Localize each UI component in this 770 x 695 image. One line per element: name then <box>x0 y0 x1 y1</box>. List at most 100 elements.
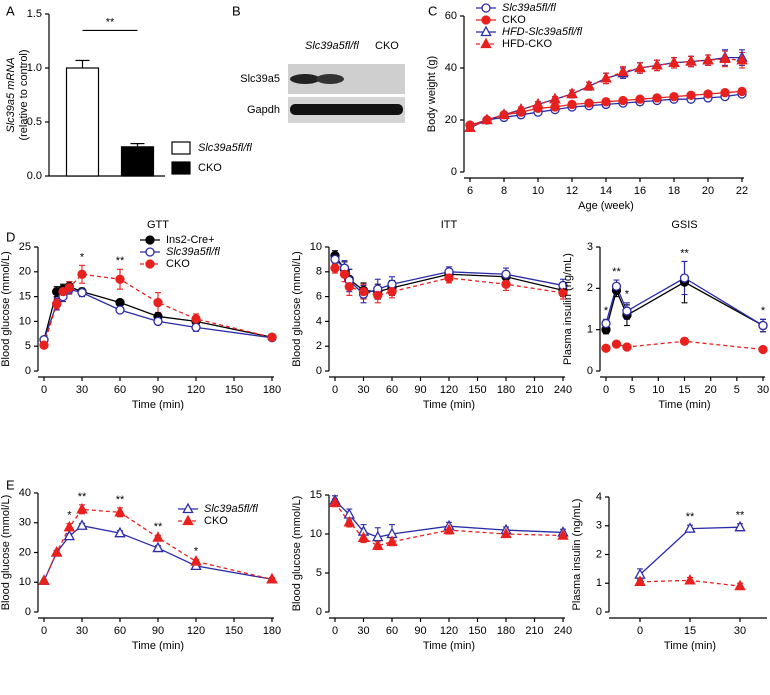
blot-row-label: Slc39a5 <box>240 73 280 85</box>
data-point <box>618 95 628 106</box>
legend-swatch <box>171 141 191 155</box>
y-tick-label: 4 <box>316 315 322 327</box>
x-tick-label: 5 <box>734 384 740 396</box>
bar <box>65 67 100 177</box>
significance-label: * <box>194 546 199 558</box>
data-point <box>64 283 74 293</box>
legend-marker <box>182 514 194 526</box>
panel-label: E <box>6 477 15 492</box>
chart: 0 20 40 60 6 8 10 12 14 16 18 20 22 Age (week) Body we… <box>426 2 748 212</box>
y-tick-label: 2 <box>596 548 602 560</box>
x-tick-label: 60 <box>386 625 398 637</box>
y-tick-label: 0.5 <box>27 116 42 128</box>
data-point <box>77 269 87 279</box>
data-point <box>500 527 512 539</box>
data-point <box>343 515 355 527</box>
x-tick-label: 120 <box>440 625 458 637</box>
y-tick-label: 60 <box>445 10 457 22</box>
y-tick-label: 10 <box>19 576 31 588</box>
blot-band <box>316 74 344 84</box>
legend-label: Slc39a5fl/fl <box>502 2 556 14</box>
data-point <box>557 529 569 540</box>
x-tick-label: 120 <box>440 384 458 396</box>
y-axis-label: Plasma insulin (ng/mL) <box>562 253 574 365</box>
y-tick-label: 0 <box>25 365 31 377</box>
y-tick-label: 10 <box>310 241 322 253</box>
blot-band <box>290 74 320 84</box>
y-axis-label: Plasma insulin (ng/mL) <box>571 499 583 611</box>
significance-label: ** <box>686 511 695 523</box>
bar <box>120 146 155 177</box>
x-axis-label: Time (min) <box>664 640 716 652</box>
x-tick-label: 30 <box>357 625 369 637</box>
blot-column-label: Slc39a5fl/fl <box>305 40 359 52</box>
x-tick-label: 20 <box>702 185 714 197</box>
data-point <box>266 572 278 584</box>
y-axis-label: Blood glucose (mmol/L) <box>0 251 12 367</box>
data-point <box>736 53 748 65</box>
data-point <box>622 342 632 352</box>
x-tick-label: 8 <box>501 185 507 197</box>
data-point <box>679 273 690 283</box>
legend-marker <box>481 3 491 13</box>
data-point <box>50 546 63 557</box>
chart: 0 2 4 6 8 10 0 30 60 90 120 150 180 210 240 ITT Time (mi… <box>291 219 572 411</box>
legend-label: Slc39a5fl/fl <box>166 246 220 258</box>
data-point <box>152 541 164 553</box>
data-point <box>76 502 88 514</box>
y-tick-label: 1.5 <box>27 8 42 20</box>
x-axis-label: Time (min) <box>423 640 475 652</box>
x-tick-label: 120 <box>187 625 205 637</box>
x-tick-label: 0 <box>41 384 47 396</box>
y-tick-label: 0 <box>316 365 322 377</box>
x-tick-label: 60 <box>114 625 126 637</box>
data-point <box>734 579 746 591</box>
legend-marker <box>480 37 492 49</box>
x-tick-label: 90 <box>414 625 426 637</box>
legend-marker <box>145 247 155 257</box>
significance-label: ** <box>612 266 621 278</box>
x-tick-label: 240 <box>554 625 572 637</box>
legend-marker <box>480 25 492 37</box>
x-tick-label: 12 <box>566 185 578 197</box>
data-point <box>702 53 714 65</box>
data-point <box>444 273 454 283</box>
data-point <box>634 575 646 586</box>
y-tick-label: 10 <box>19 315 31 327</box>
series-line <box>469 56 742 129</box>
data-point <box>153 316 163 327</box>
data-point <box>668 56 680 67</box>
data-point <box>38 574 50 585</box>
y-tick-label: 15 <box>19 291 31 303</box>
y-tick-label: 8 <box>316 266 322 278</box>
x-tick-label: 90 <box>414 384 426 396</box>
y-tick-label: 6 <box>316 291 322 303</box>
data-point <box>77 287 87 298</box>
x-tick-label: 120 <box>187 384 205 396</box>
x-tick-label: 180 <box>263 625 281 637</box>
series-line <box>469 58 743 129</box>
data-point <box>635 94 645 104</box>
x-axis-label: Time (min) <box>658 399 710 411</box>
significance-label: ** <box>736 510 745 522</box>
chart: 0.0 0.5 1.0 1.5 Slc39a5 mRNA (relative to con… <box>5 8 252 182</box>
data-point <box>114 526 126 538</box>
data-point <box>720 88 730 98</box>
y-tick-label: 2 <box>587 282 593 294</box>
x-tick-label: 0 <box>603 384 609 396</box>
x-tick-label: 22 <box>736 185 748 197</box>
significance-label: ** <box>106 16 115 28</box>
data-point <box>372 539 384 550</box>
significance-label: * <box>67 510 72 522</box>
data-point <box>501 279 511 289</box>
x-tick-label: 20 <box>705 384 717 396</box>
blot-row-label: Gapdh <box>247 104 280 116</box>
y-tick-label: 2 <box>316 340 322 352</box>
significance-label: * <box>604 305 609 317</box>
x-tick-label: 30 <box>734 625 746 637</box>
chart-title: ITT <box>441 219 458 231</box>
legend-marker <box>145 235 155 245</box>
data-point <box>669 91 679 102</box>
y-tick-label: 20 <box>19 266 31 278</box>
data-point <box>703 89 713 99</box>
